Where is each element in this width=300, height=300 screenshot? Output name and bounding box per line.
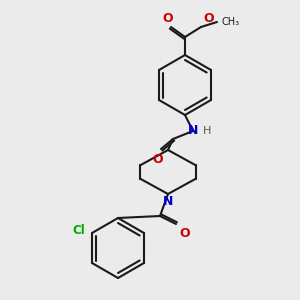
Text: Cl: Cl xyxy=(72,224,85,238)
Text: N: N xyxy=(188,124,198,137)
Text: CH₃: CH₃ xyxy=(221,17,239,27)
Text: O: O xyxy=(153,153,163,166)
Text: H: H xyxy=(203,126,212,136)
Text: O: O xyxy=(179,227,190,240)
Text: O: O xyxy=(163,12,173,25)
Text: O: O xyxy=(203,12,214,25)
Text: N: N xyxy=(163,195,173,208)
